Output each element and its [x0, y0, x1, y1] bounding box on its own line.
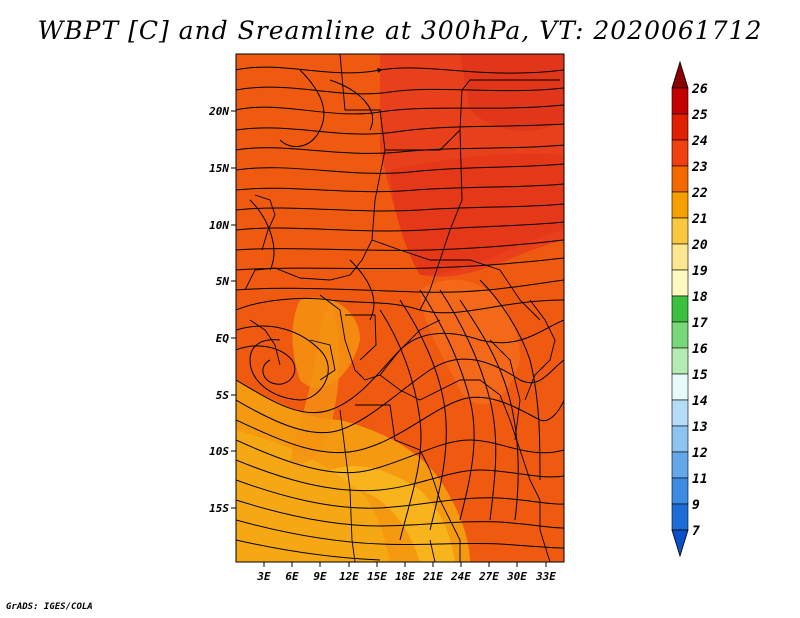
lat-label-5n: 5N [216, 275, 230, 288]
colorbar-label-26: 26 [691, 82, 708, 97]
lat-label-eq: EQ [216, 332, 230, 345]
lon-label-30e: 30E [506, 570, 527, 583]
colorbar-label-13: 13 [692, 420, 708, 435]
lat-label-15n: 15N [209, 162, 229, 175]
colorbar-label-22: 22 [691, 186, 708, 201]
colorbar-swatch-19-20 [671, 243, 689, 271]
colorbar: 26 25 24 23 22 21 20 19 18 17 16 15 14 1… [671, 60, 708, 558]
grads-credit: GrADS: IGES/COLA [6, 602, 93, 612]
colorbar-label-16: 16 [692, 342, 708, 357]
colorbar-label-18: 18 [692, 290, 708, 305]
colorbar-swatch-20-21 [671, 217, 689, 245]
lon-label-9e: 9E [313, 570, 327, 583]
colorbar-label-23: 23 [691, 160, 708, 175]
colorbar-label-7: 7 [692, 524, 700, 539]
colorbar-top-triangle [671, 60, 689, 89]
country-borders [244, 54, 560, 562]
colorbar-label-25: 25 [691, 108, 708, 123]
colorbar-label-14: 14 [692, 394, 708, 409]
lon-label-15e: 15E [367, 570, 387, 583]
lon-label-21e: 21E [422, 570, 443, 583]
colorbar-swatch-11-12 [671, 451, 689, 479]
map-title: WBPT [C] and Sreamline at 300hPa, VT: 20… [37, 16, 763, 45]
colorbar-label-15: 15 [692, 368, 708, 383]
colorbar-label-21: 21 [691, 212, 708, 227]
colorbar-swatch-9-11 [671, 477, 689, 505]
lon-label-12e: 12E [339, 570, 359, 583]
lon-label-18e: 18E [395, 570, 415, 583]
lat-label-5s: 5S [216, 389, 230, 402]
lat-label-10n: 10N [209, 219, 229, 232]
colorbar-swatch-22-23 [671, 165, 689, 193]
colorbar-swatch-21-22 [671, 191, 689, 219]
lon-label-24e: 24E [450, 570, 471, 583]
colorbar-label-11: 11 [692, 472, 708, 487]
colorbar-label-9: 9 [692, 498, 700, 513]
colorbar-swatch-24-25 [671, 113, 689, 141]
colorbar-swatch-17-18 [671, 295, 689, 323]
colorbar-swatch-18-19 [671, 269, 689, 297]
colorbar-swatch-15-16 [671, 347, 689, 375]
wbpt-field [236, 54, 564, 562]
latitude-axis: 20N 15N 10N 5N EQ 5S 10S 15S [208, 105, 236, 515]
lat-label-20n: 20N [208, 105, 229, 118]
lon-label-3e: 3E [256, 570, 271, 583]
colorbar-label-12: 12 [692, 446, 708, 461]
map-frame [235, 53, 565, 563]
lon-label-27e: 27E [478, 570, 499, 583]
streamlines [236, 66, 564, 561]
colorbar-swatch-25-26 [671, 87, 689, 115]
colorbar-label-19: 19 [692, 264, 708, 279]
colorbar-swatch-12-13 [671, 425, 689, 453]
colorbar-bottom-triangle [671, 529, 689, 558]
lat-label-15s: 15S [209, 502, 229, 515]
longitude-axis: 3E 6E 9E 12E 15E 18E 21E 24E 27E 30E 33E [256, 562, 556, 583]
colorbar-swatch-16-17 [671, 321, 689, 349]
lat-label-10s: 10S [209, 445, 229, 458]
lon-label-33e: 33E [535, 570, 556, 583]
colorbar-label-17: 17 [692, 316, 708, 331]
colorbar-swatch-23-24 [671, 139, 689, 167]
colorbar-swatch-13-14 [671, 399, 689, 427]
colorbar-label-20: 20 [691, 238, 708, 253]
colorbar-swatch-14-15 [671, 373, 689, 401]
colorbar-label-24: 24 [691, 134, 708, 149]
lon-label-6e: 6E [285, 570, 299, 583]
colorbar-swatch-7-9 [671, 503, 689, 531]
